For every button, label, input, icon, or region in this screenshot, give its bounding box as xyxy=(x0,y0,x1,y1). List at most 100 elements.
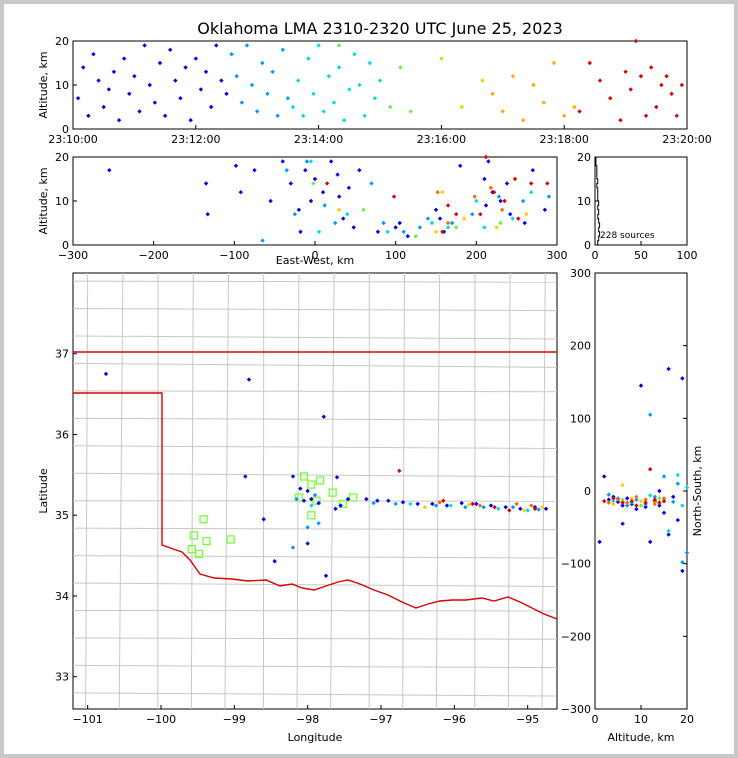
altitude-ew-point xyxy=(483,154,489,160)
north-south-point xyxy=(597,539,602,545)
longitude-xlabel: Longitude xyxy=(288,731,343,744)
altitude-ew-point xyxy=(304,159,310,164)
altitude-ew-point xyxy=(462,216,467,221)
map-source-point xyxy=(474,501,479,507)
altitude-time-point xyxy=(142,43,147,48)
altitude-time-point xyxy=(459,104,465,110)
north-south-tick-label: −100 xyxy=(561,558,591,571)
county-line xyxy=(330,273,335,709)
map-source-point xyxy=(103,371,109,377)
map-source-point xyxy=(415,501,420,507)
north-south-point xyxy=(648,467,653,472)
altitude-ew-point xyxy=(474,198,479,204)
altitude-time-point xyxy=(618,118,623,123)
map-source-point xyxy=(543,506,549,511)
map-source-point xyxy=(525,508,530,513)
altitude-ew-point xyxy=(491,190,497,195)
lma-station-marker xyxy=(187,544,196,554)
map-source-point xyxy=(400,500,406,505)
altitude-time-point xyxy=(96,78,101,83)
altitude-time-point xyxy=(301,113,306,118)
altitude-time-point xyxy=(408,109,413,114)
lma-figure: Oklahoma LMA 2310-2320 UTC June 25, 2023… xyxy=(37,19,712,744)
north-south-point xyxy=(652,497,657,502)
north-south-point xyxy=(680,560,685,565)
altitude-tick-label: 20 xyxy=(55,35,69,48)
altitude-time-point xyxy=(168,47,173,52)
lma-station-marker xyxy=(307,480,316,489)
altitude-time-point xyxy=(510,74,516,79)
north-south-point xyxy=(684,485,690,490)
altitude-ew-point xyxy=(381,220,386,226)
lma-station-marker xyxy=(199,515,208,524)
altitude-time-point xyxy=(311,91,316,96)
figure-frame: Oklahoma LMA 2310-2320 UTC June 25, 2023… xyxy=(4,4,734,754)
altitude-time-point xyxy=(336,43,342,48)
altitude-ew-point xyxy=(260,238,265,243)
map-source-point xyxy=(459,500,464,506)
lma-station-marker xyxy=(189,531,199,540)
altitude-time-point xyxy=(208,104,214,110)
north-south-ylabel: North-South, km xyxy=(691,446,704,537)
altitude-time-point xyxy=(398,65,403,70)
altitude-ew-point xyxy=(433,207,439,212)
latitude-tick-label: 34 xyxy=(55,590,69,603)
altitude-ew-point xyxy=(453,212,459,217)
map-source-point xyxy=(503,504,508,510)
altitude-time-point xyxy=(295,78,301,83)
county-line xyxy=(507,273,511,709)
altitude-ew-point xyxy=(413,234,419,239)
altitude-time-point xyxy=(367,60,372,66)
county-line xyxy=(73,445,557,450)
altitude-ew-point xyxy=(520,198,526,204)
altitude-ew-point xyxy=(478,212,483,217)
north-south-point xyxy=(620,497,625,502)
map-source-point xyxy=(312,492,318,498)
north-south-point xyxy=(606,497,611,502)
altitude-time-point xyxy=(321,109,326,114)
county-line xyxy=(85,273,89,709)
altitude-ew-point xyxy=(397,220,402,226)
altitude-ew-point xyxy=(508,212,513,217)
north-south-point xyxy=(638,503,644,508)
altitude-ew-point xyxy=(357,168,362,173)
lma-station-marker xyxy=(299,472,309,481)
county-line xyxy=(73,280,557,283)
altitude-time-point xyxy=(116,118,122,123)
altitude-ew-point xyxy=(482,225,487,230)
north-south-point xyxy=(680,376,685,381)
county-line xyxy=(73,362,557,368)
map-source-point xyxy=(334,475,340,480)
altitude-ew-point xyxy=(308,198,314,204)
north-south-point xyxy=(620,503,625,508)
altitude-time-point xyxy=(81,65,86,70)
map-source-point xyxy=(540,504,545,510)
county-line xyxy=(73,500,557,502)
altitude-time-point xyxy=(628,87,633,92)
north-south-point xyxy=(657,488,662,494)
county-line xyxy=(296,273,300,709)
map-source-point xyxy=(470,501,475,507)
north-south-point xyxy=(666,532,671,537)
altitude-ew-point xyxy=(504,181,510,186)
latitude-tick-label: 35 xyxy=(55,509,69,522)
map-source-point xyxy=(408,501,413,507)
altitude-ew-point xyxy=(316,229,322,234)
altitude-ew-point xyxy=(440,229,445,234)
time-tick-label: 23:14:00 xyxy=(294,133,343,146)
altitude-time-point xyxy=(480,78,485,83)
north-south-point xyxy=(661,496,667,501)
altitude-time-point xyxy=(654,104,659,110)
map-source-point xyxy=(441,498,446,503)
altitude-time-point xyxy=(275,113,280,118)
map-source-point xyxy=(397,468,402,474)
altitude-time-point xyxy=(91,52,96,57)
plan-view-map-panel xyxy=(72,272,558,710)
altitude-ew-point xyxy=(494,225,499,230)
altitude-ew-point xyxy=(445,220,451,226)
altitude-time-point xyxy=(388,104,393,110)
histogram-altitude-tick-label: 0 xyxy=(584,239,591,252)
histogram-altitude-tick-label: 10 xyxy=(577,195,591,208)
north-south-point xyxy=(629,496,634,501)
altitude-ew-point xyxy=(528,190,534,195)
